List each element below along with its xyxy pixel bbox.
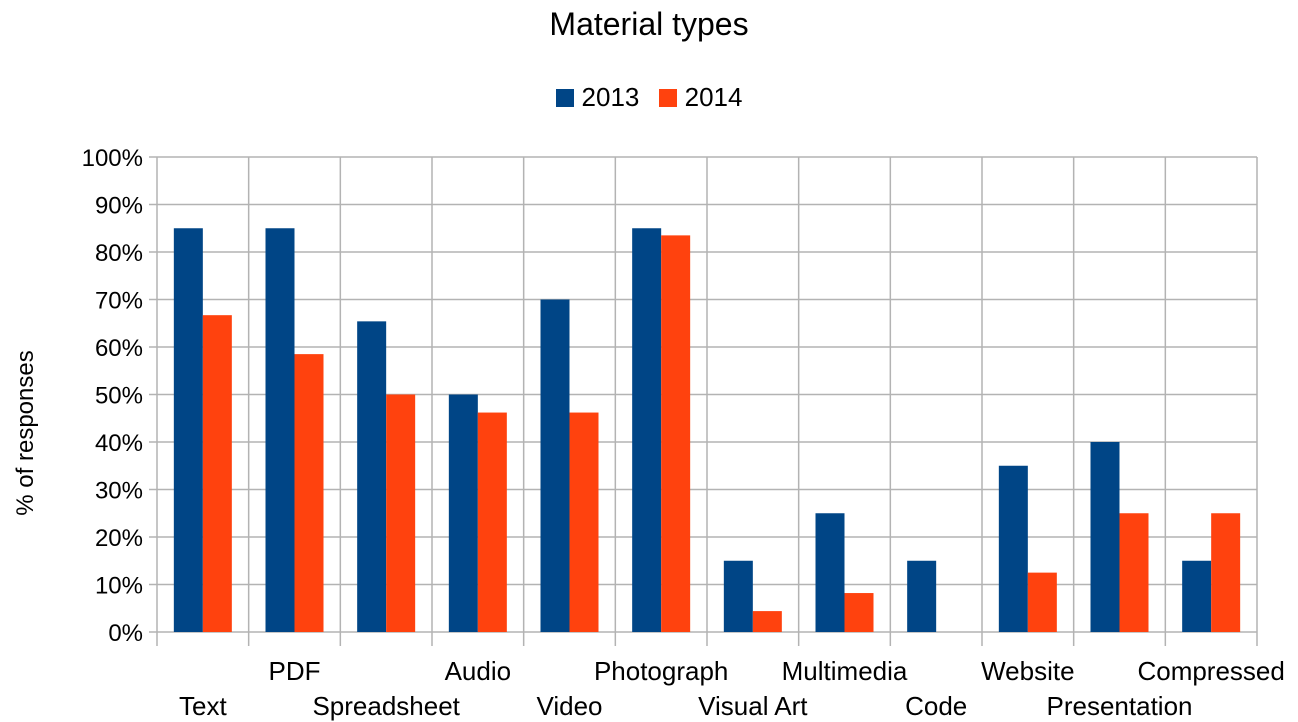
- legend-label-2014: 2014: [684, 82, 743, 112]
- y-tick-label: 50%: [95, 383, 143, 410]
- y-tick-label: 40%: [95, 430, 143, 457]
- y-tick-label: 0%: [108, 620, 143, 647]
- bar-2014-presentation: [1119, 513, 1149, 632]
- y-tick-label: 60%: [95, 335, 143, 362]
- bar-2014-audio: [477, 412, 507, 632]
- legend: 2013 2014: [0, 82, 1298, 114]
- bar-2014-compressed: [1211, 513, 1241, 632]
- bar-2014-photograph: [661, 235, 691, 632]
- x-tick-label: Compressed: [1137, 656, 1284, 686]
- x-tick-label: Website: [981, 656, 1074, 686]
- bar-2014-text: [202, 315, 232, 632]
- x-tick-label: Photograph: [594, 656, 728, 686]
- y-tick-label: 80%: [95, 240, 143, 267]
- legend-item-2014: 2014: [658, 82, 743, 113]
- bar-2013-pdf: [265, 228, 295, 632]
- x-tick-label: Visual Art: [698, 691, 808, 721]
- bar-2014-visual-art: [752, 611, 782, 632]
- bar-2014-website: [1027, 572, 1057, 632]
- bar-2013-website: [998, 465, 1028, 632]
- x-tick-label: Presentation: [1047, 691, 1193, 721]
- legend-item-2013: 2013: [555, 82, 640, 113]
- y-tick-label: 70%: [95, 288, 143, 315]
- bar-2013-presentation: [1090, 442, 1120, 632]
- y-tick-label: 90%: [95, 193, 143, 220]
- legend-swatch-2014: [658, 88, 677, 107]
- axes: 0% 10% 20% 30% 40% 50% 60% 70% 80% 90% 100% Text PDF…: [82, 145, 1285, 721]
- bar-2013-photograph: [632, 228, 662, 632]
- y-tick-label: 20%: [95, 525, 143, 552]
- x-tick-label: Code: [905, 691, 967, 721]
- bar-2014-multimedia: [844, 593, 874, 632]
- x-tick-label: Video: [536, 691, 602, 721]
- x-tick-label: Text: [179, 691, 227, 721]
- legend-label-2013: 2013: [581, 82, 640, 112]
- grid: [156, 156, 1258, 646]
- x-tick-label: Audio: [445, 656, 512, 686]
- x-tick-label: PDF: [269, 656, 321, 686]
- bar-2013-multimedia: [815, 513, 845, 632]
- bar-2013-audio: [448, 394, 478, 632]
- bar-2013-video: [540, 299, 570, 632]
- y-tick-label: 30%: [95, 478, 143, 505]
- bar-2013-visual-art: [723, 560, 753, 632]
- legend-swatch-2013: [555, 88, 574, 107]
- y-tick-label: 10%: [95, 573, 143, 600]
- chart-title: Material types: [549, 6, 749, 42]
- x-tick-label: Multimedia: [782, 656, 908, 686]
- y-tick-label: 100%: [82, 145, 143, 172]
- bar-2013-compressed: [1182, 560, 1212, 632]
- bar-2014-pdf: [294, 354, 324, 632]
- y-axis-label: % of responses: [12, 350, 39, 515]
- bar-2013-spreadsheet: [357, 321, 387, 632]
- bars: [173, 228, 1241, 632]
- bar-2013-text: [173, 228, 203, 632]
- bar-2014-video: [569, 412, 599, 632]
- bar-2013-code: [907, 560, 937, 632]
- bar-2014-spreadsheet: [386, 394, 416, 632]
- x-tick-label: Spreadsheet: [312, 691, 460, 721]
